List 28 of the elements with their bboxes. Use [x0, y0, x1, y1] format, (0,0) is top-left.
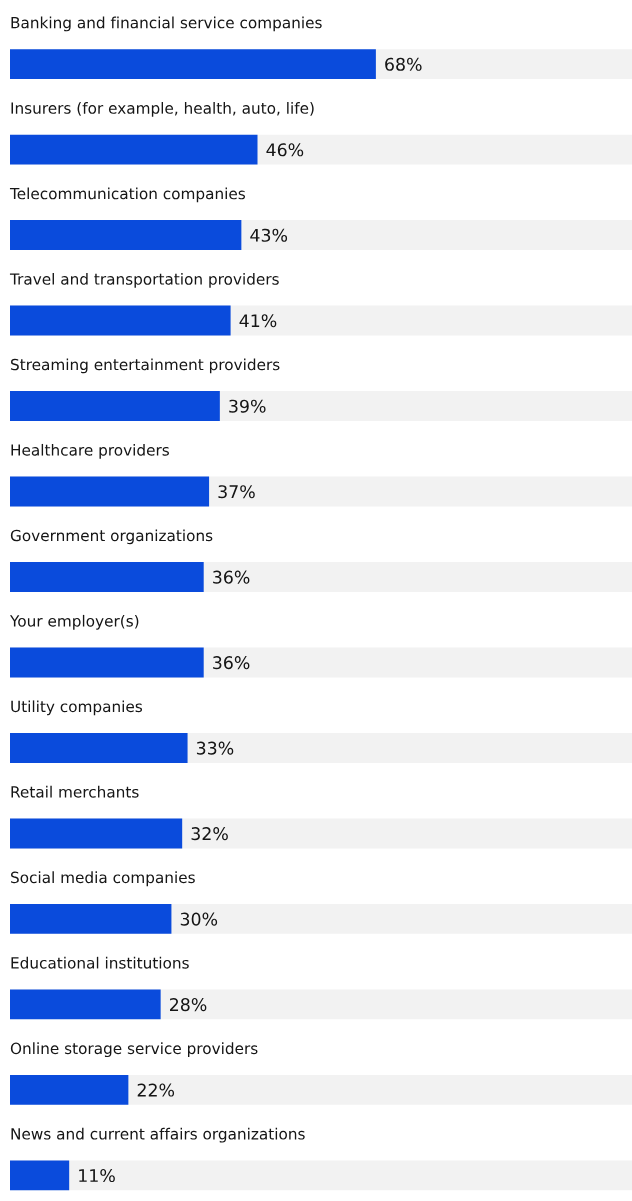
data-label: 37%	[218, 485, 255, 499]
y-tick-label: Telecommunication companies	[9, 187, 246, 203]
y-tick-label: Government organizations	[10, 529, 213, 545]
y-tick-label: Streaming entertainment providers	[11, 358, 280, 374]
data-label: 46%	[266, 143, 304, 157]
data-label: 22%	[137, 1083, 175, 1097]
y-tick-label: Your employer(s)	[9, 614, 139, 630]
y-tick-label: Social media companies	[11, 871, 195, 887]
data-label: 32%	[191, 827, 228, 841]
y-tick-label: Banking and financial service companies	[11, 16, 322, 32]
y-tick-label: Retail merchants	[11, 785, 139, 798]
data-label: 28%	[170, 998, 207, 1012]
y-tick-label: Insurers (for example, health, auto, life)	[11, 102, 314, 117]
y-tick-label: Utility companies	[11, 700, 143, 716]
data-label: 41%	[239, 314, 277, 328]
y-tick-label: News and current affairs organizations	[11, 1127, 305, 1143]
y-tick-label: Educational institutions	[11, 956, 189, 969]
data-label: 43%	[250, 228, 288, 242]
data-label: 36%	[213, 656, 250, 670]
data-label: 39%	[229, 399, 266, 413]
data-label: 11%	[79, 1168, 115, 1183]
data-label: 36%	[213, 570, 250, 584]
y-tick-label: Online storage service providers	[10, 1042, 258, 1058]
data-label: 68%	[385, 57, 422, 71]
y-tick-label: Healthcare providers	[11, 443, 169, 459]
data-label: 30%	[180, 912, 218, 926]
y-tick-label: Travel and transportation providers	[9, 272, 279, 288]
data-label: 33%	[196, 741, 234, 755]
